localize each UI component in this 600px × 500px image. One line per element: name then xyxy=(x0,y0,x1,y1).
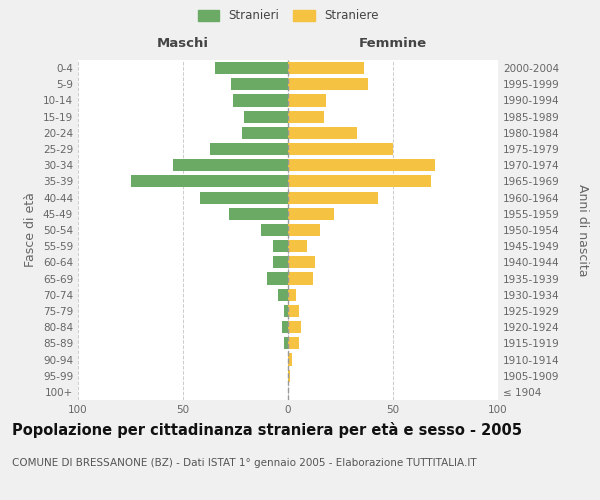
Bar xyxy=(288,338,299,349)
Bar xyxy=(288,354,292,366)
Bar xyxy=(200,192,288,203)
Bar xyxy=(260,224,288,236)
Bar xyxy=(267,272,288,284)
Bar xyxy=(232,78,288,90)
Text: COMUNE DI BRESSANONE (BZ) - Dati ISTAT 1° gennaio 2005 - Elaborazione TUTTITALIA: COMUNE DI BRESSANONE (BZ) - Dati ISTAT 1… xyxy=(12,458,476,468)
Legend: Stranieri, Straniere: Stranieri, Straniere xyxy=(194,6,382,26)
Bar xyxy=(288,370,290,382)
Bar xyxy=(288,192,379,203)
Bar xyxy=(288,288,296,301)
Bar xyxy=(282,321,288,333)
Bar xyxy=(288,159,435,172)
Bar xyxy=(288,94,326,106)
Bar xyxy=(288,224,320,236)
Bar xyxy=(274,256,288,268)
Bar xyxy=(288,240,307,252)
Y-axis label: Anni di nascita: Anni di nascita xyxy=(576,184,589,276)
Bar xyxy=(274,240,288,252)
Bar xyxy=(288,176,431,188)
Bar xyxy=(233,94,288,106)
Bar xyxy=(288,208,334,220)
Bar xyxy=(277,288,288,301)
Bar xyxy=(288,62,364,74)
Bar xyxy=(284,338,288,349)
Bar xyxy=(215,62,288,74)
Bar xyxy=(288,272,313,284)
Bar xyxy=(210,143,288,155)
Y-axis label: Fasce di età: Fasce di età xyxy=(25,192,37,268)
Bar xyxy=(244,110,288,122)
Bar xyxy=(288,78,368,90)
Bar xyxy=(288,143,393,155)
Text: Popolazione per cittadinanza straniera per età e sesso - 2005: Popolazione per cittadinanza straniera p… xyxy=(12,422,522,438)
Bar xyxy=(288,127,358,139)
Bar xyxy=(173,159,288,172)
Bar xyxy=(288,321,301,333)
Bar xyxy=(288,256,316,268)
Bar xyxy=(229,208,288,220)
Text: Femmine: Femmine xyxy=(359,37,427,50)
Bar xyxy=(242,127,288,139)
Bar xyxy=(288,305,299,317)
Text: Maschi: Maschi xyxy=(157,37,209,50)
Bar xyxy=(130,176,288,188)
Bar xyxy=(288,110,324,122)
Bar xyxy=(284,305,288,317)
